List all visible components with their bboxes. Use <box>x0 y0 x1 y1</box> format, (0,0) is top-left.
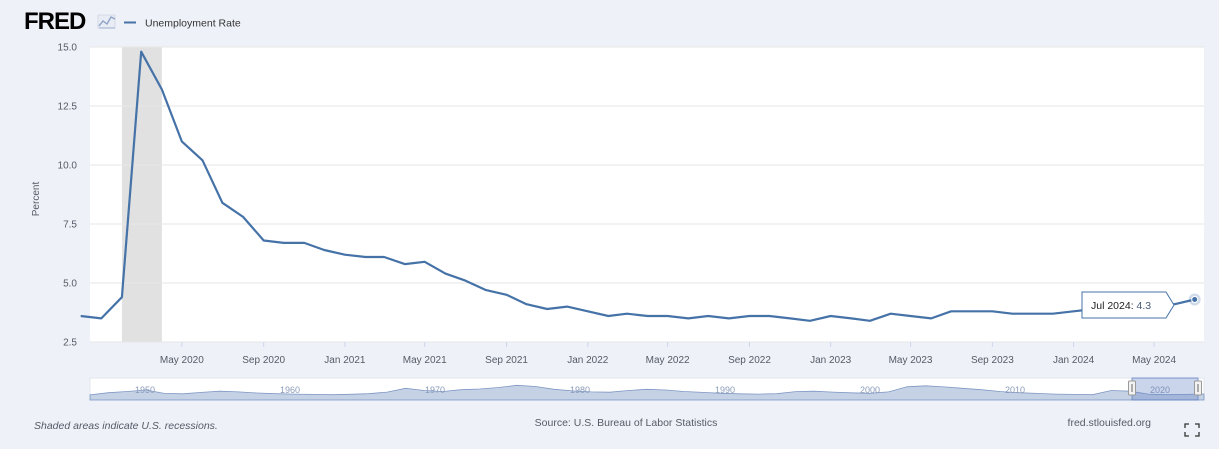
fred-logo[interactable]: FRED <box>24 8 87 35</box>
y-tick-label: 10.0 <box>58 161 78 172</box>
y-tick-label: 15.0 <box>58 43 78 54</box>
recession-band <box>121 47 162 342</box>
navigator-year-label: 1960 <box>280 385 300 395</box>
tooltip-value: 4.3 <box>1137 300 1152 312</box>
x-tick-label: Sep 2021 <box>485 355 528 366</box>
navigator-year-label: 2000 <box>860 385 880 395</box>
hover-point[interactable] <box>1191 296 1199 304</box>
x-tick-label: Sep 2023 <box>971 355 1014 366</box>
tooltip: Jul 2024: 4.3 <box>1081 291 1175 319</box>
fred-logo-graph-icon <box>97 14 116 29</box>
navigator-year-label: 1950 <box>135 385 155 395</box>
plot-area <box>90 47 1204 342</box>
navigator[interactable]: 1950 1960 1970 1980 1990 2000 2010 2020 <box>89 377 1205 401</box>
navigator-year-label: 1990 <box>715 385 735 395</box>
x-tick-label: Jan 2023 <box>810 355 852 366</box>
x-tick-label: Jan 2021 <box>324 355 366 366</box>
y-tick-label: 5.0 <box>63 279 77 290</box>
tooltip-text: Jul 2024: 4.3 <box>1091 300 1151 312</box>
fullscreen-icon[interactable] <box>1184 423 1200 437</box>
site-link[interactable]: fred.stlouisfed.org <box>1068 417 1152 429</box>
x-tick-label: May 2020 <box>160 355 204 366</box>
x-tick-label: Sep 2022 <box>728 355 771 366</box>
navigator-year-label: 1970 <box>425 385 445 395</box>
x-tick-label: May 2023 <box>889 355 933 366</box>
x-tick-label: May 2024 <box>1132 355 1176 366</box>
navigator-selection[interactable] <box>1131 377 1199 401</box>
navigator-year-label: 2020 <box>1150 385 1170 395</box>
y-axis-label: Percent <box>31 182 42 217</box>
x-tick-label: May 2021 <box>403 355 447 366</box>
x-tick-label: Jan 2022 <box>567 355 609 366</box>
navigator-year-label: 1980 <box>570 385 590 395</box>
x-tick-label: Sep 2020 <box>242 355 285 366</box>
y-tick-label: 2.5 <box>63 338 77 349</box>
x-tick-label: Jan 2024 <box>1053 355 1095 366</box>
tooltip-box <box>1081 291 1175 319</box>
navigator-year-label: 2010 <box>1005 385 1025 395</box>
y-tick-label: 7.5 <box>63 220 77 231</box>
tooltip-date: Jul 2024: <box>1091 300 1137 312</box>
series-line-unemployment-rate[interactable] <box>80 50 1195 322</box>
recession-note: Shaded areas indicate U.S. recessions. <box>34 420 218 432</box>
y-tick-label: 12.5 <box>58 102 78 113</box>
legend-label[interactable]: Unemployment Rate <box>145 18 241 30</box>
source-text: Source: U.S. Bureau of Labor Statistics <box>535 417 718 429</box>
x-tick-label: May 2022 <box>646 355 690 366</box>
navigator-area <box>89 384 1205 401</box>
